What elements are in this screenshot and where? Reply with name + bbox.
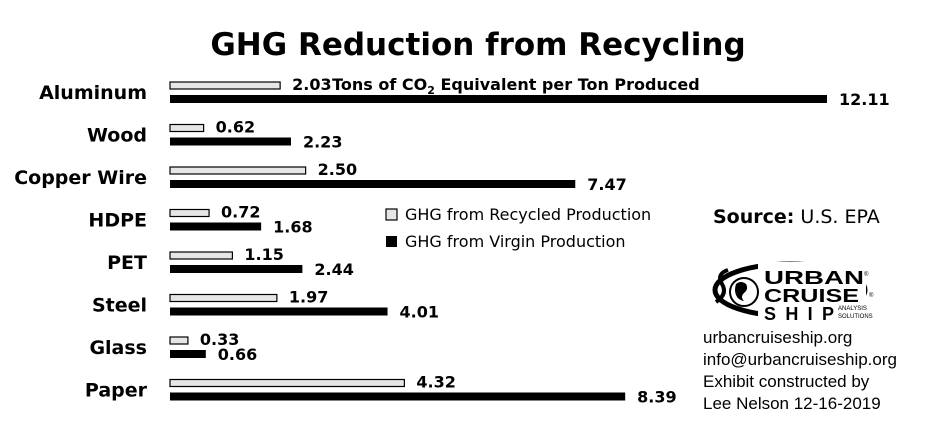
bar-virgin-wood [170,137,291,146]
bar-recycled-paper [169,378,405,388]
bar-virgin-paper [170,392,626,401]
legend-label-recycled: GHG from Recycled Production [405,205,651,224]
legend-swatch-recycled [385,208,398,221]
bar-virgin-aluminum [170,95,827,103]
category-label-wood: Wood [87,125,147,147]
chart-title: GHG Reduction from Recycling [210,27,745,63]
bar-recycled-glass [169,336,189,345]
category-label-hdpe: HDPE [88,210,147,232]
value-label-recycled-copper-wire: 2.50 [318,160,357,179]
category-label-pet: PET [107,252,147,274]
logo-solutions: SOLUTIONS [838,314,873,320]
value-label-virgin-glass: 0.66 [218,345,257,364]
logo-registered-mark: ® [869,292,874,299]
bar-recycled-wood [169,123,205,133]
value-label-virgin-pet: 2.44 [314,260,353,279]
value-labels: 2.03 12.11 0.62 2.23 2.50 7.47 0.72 1.68 1.15 2.4… [200,75,890,407]
legend: GHG from Recycled Production GHG from Vi… [385,205,651,251]
value-label-recycled-hdpe: 0.72 [221,203,260,222]
credit-website: urbancruiseship.org [703,328,852,347]
category-label-glass: Glass [89,337,147,359]
source-note: Source: U.S. EPA [713,206,880,228]
value-label-virgin-aluminum: 12.11 [839,90,890,109]
legend-label-virgin: GHG from Virgin Production [405,232,626,251]
value-label-virgin-paper: 8.39 [637,388,676,407]
value-label-recycled-glass: 0.33 [200,330,239,349]
bar-virgin-glass [170,350,206,358]
value-label-recycled-paper: 4.32 [416,373,455,392]
value-label-virgin-wood: 2.23 [303,133,342,152]
value-label-virgin-hdpe: 1.68 [273,218,312,237]
bar-recycled-aluminum [169,81,281,90]
category-label-aluminum: Aluminum [39,82,147,104]
value-label-virgin-copper-wire: 7.47 [587,175,626,194]
bar-virgin-copper-wire [170,180,576,188]
category-label-copper-wire: Copper Wire [14,167,147,189]
logo-registered-mark-top: ® [864,271,869,278]
bar-virgin-pet [170,265,303,273]
globe-continent [735,282,748,301]
credit-exhibit: Exhibit constructed by [703,372,870,391]
value-label-recycled-steel: 1.97 [289,288,328,307]
logo-analysis: ANALYSIS [838,306,867,312]
bar-recycled-steel [169,293,278,303]
legend-swatch-virgin [386,236,397,247]
credit-email: info@urbancruiseship.org [703,350,897,369]
bar-virgin-steel [170,307,388,316]
category-labels: Aluminum Wood Copper Wire HDPE PET Steel Glass… [14,82,147,402]
unit-annotation: Tons of CO2 Equivalent per Ton Produced [332,75,700,97]
bar-recycled-hdpe [169,208,210,218]
value-label-recycled-aluminum: 2.03 [292,75,331,94]
credits: urbancruiseship.org info@urbancruiseship… [703,328,897,413]
bar-recycled-pet [169,251,233,260]
value-label-recycled-pet: 1.15 [244,245,283,264]
category-label-steel: Steel [92,295,147,317]
urban-cruise-ship-logo: URBAN ® CRUISE ® SHIP ANALYSIS SOLUTIONS [712,261,874,324]
credit-author-date: Lee Nelson 12-16-2019 [703,394,881,413]
logo-word-cruise: CRUISE [764,286,859,306]
logo-word-urban: URBAN [764,268,864,288]
bar-recycled-copper-wire [169,166,307,175]
bars [169,81,827,401]
bar-virgin-hdpe [170,222,262,231]
value-label-virgin-steel: 4.01 [400,303,439,322]
value-label-recycled-wood: 0.62 [216,118,255,137]
logo-s-mark [714,268,729,304]
category-label-paper: Paper [85,380,148,402]
